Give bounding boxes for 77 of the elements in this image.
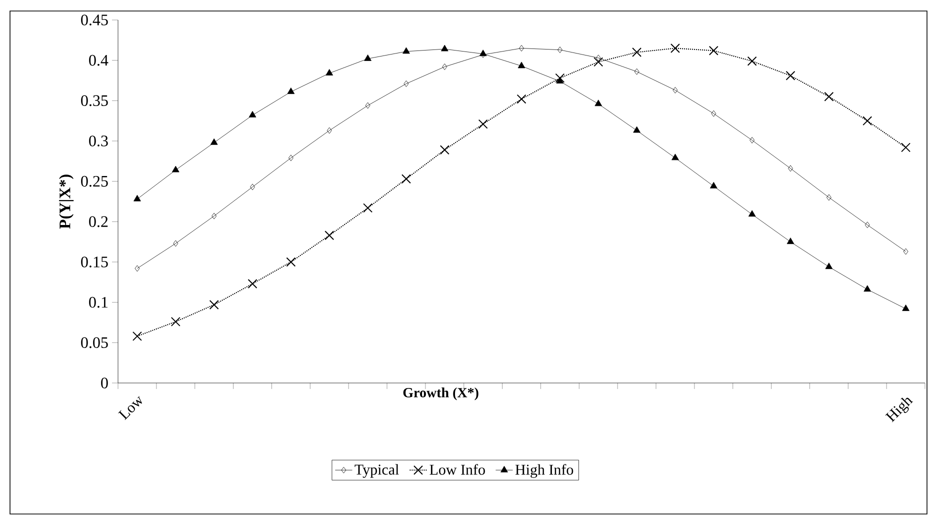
point: [519, 45, 524, 52]
point: [786, 238, 794, 244]
point: [632, 48, 642, 58]
point: [212, 212, 217, 220]
point: [478, 119, 488, 129]
y-tick-label: 0.2: [89, 216, 108, 228]
y-tick-label: 0.25: [81, 176, 108, 187]
point: [824, 92, 834, 102]
point: [711, 110, 716, 117]
point: [210, 138, 218, 145]
point: [864, 222, 870, 228]
y-tick-label: 0: [101, 378, 108, 388]
y-tick-label: 0.4: [89, 54, 108, 66]
point: [250, 184, 255, 190]
point: [134, 194, 141, 202]
point: [903, 248, 908, 255]
point: [209, 300, 219, 310]
point: [173, 240, 178, 247]
point: [826, 194, 832, 201]
point: [786, 70, 796, 80]
point: [594, 100, 602, 106]
point: [902, 304, 910, 311]
legend-label: High Info: [515, 464, 574, 478]
point: [825, 262, 833, 270]
point: [363, 203, 373, 213]
x-axis-title: Growth (X*): [403, 388, 478, 400]
point: [788, 165, 793, 172]
point: [901, 142, 911, 152]
point: [670, 43, 680, 53]
point: [594, 57, 604, 67]
point: [134, 265, 140, 272]
legend-label: Low Info: [430, 464, 485, 475]
point: [672, 86, 678, 94]
point: [747, 56, 757, 66]
x-tick-label: Low: [118, 396, 142, 420]
point: [248, 110, 256, 118]
point: [862, 116, 872, 126]
point: [516, 94, 526, 104]
point: [518, 62, 526, 68]
y-tick-label: 0.35: [81, 95, 108, 106]
y-axis-title: P(Y|X*): [59, 174, 74, 229]
point: [287, 88, 295, 94]
point: [442, 64, 448, 70]
x-tick-label: High: [885, 398, 913, 422]
point: [672, 154, 679, 160]
point: [324, 230, 334, 240]
point: [326, 69, 334, 76]
point: [710, 182, 718, 188]
y-tick-label: 0.05: [81, 337, 108, 348]
legend-label: Typical: [354, 464, 399, 478]
y-tick-label: 0.15: [81, 256, 108, 268]
point: [364, 54, 372, 61]
point: [365, 102, 370, 109]
point: [248, 279, 258, 289]
y-tick-label: 0.1: [89, 296, 108, 308]
point: [748, 210, 756, 217]
point: [708, 46, 718, 56]
point: [402, 47, 410, 54]
y-tick-label: 0.45: [81, 14, 108, 26]
point: [557, 46, 562, 54]
point: [288, 154, 294, 162]
point: [440, 44, 448, 52]
point: [440, 145, 450, 155]
point: [634, 68, 640, 75]
point: [286, 257, 296, 267]
point: [864, 285, 872, 292]
point: [401, 174, 411, 184]
point: [633, 126, 640, 133]
point: [132, 331, 142, 341]
point: [404, 80, 409, 87]
point: [596, 54, 601, 62]
point: [555, 73, 565, 83]
point: [170, 316, 180, 326]
y-tick-label: 0.3: [89, 136, 108, 146]
point: [172, 166, 180, 172]
point: [750, 136, 755, 144]
point: [326, 127, 332, 134]
